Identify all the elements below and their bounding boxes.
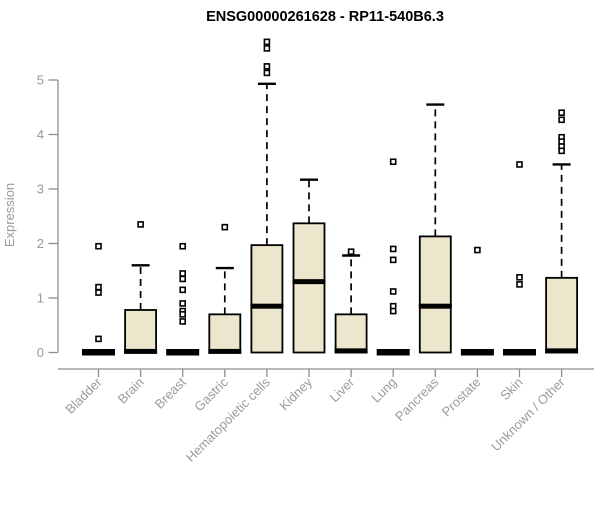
- iqr-box: [208, 313, 242, 354]
- outlier-point: [347, 248, 355, 255]
- x-category-label: Kidney: [276, 374, 315, 413]
- outlier-point: [558, 109, 565, 116]
- chart-title: ENSG00000261628 - RP11-540B6.3: [206, 9, 444, 25]
- outlier-point: [179, 275, 186, 283]
- outlier-point: [558, 116, 565, 124]
- outlier-point: [516, 273, 523, 281]
- median-line: [250, 303, 284, 309]
- median-line: [124, 348, 158, 354]
- collapsed-zero-bar: [166, 349, 200, 356]
- outlier-point: [263, 45, 271, 52]
- outlier-point: [179, 311, 186, 318]
- outlier-point: [179, 242, 186, 250]
- x-category-label: Prostate: [439, 375, 484, 420]
- median-line: [418, 303, 452, 309]
- y-tick-label: 2: [37, 236, 44, 251]
- iqr-box: [334, 313, 368, 354]
- outlier-point: [474, 246, 481, 254]
- iqr-box: [124, 309, 157, 354]
- outlier-point: [221, 223, 229, 231]
- outlier-point: [263, 69, 271, 77]
- median-line: [208, 348, 242, 354]
- outlier-point: [179, 270, 186, 277]
- iqr-box: [250, 244, 284, 354]
- iqr-box: [545, 276, 578, 354]
- outlier-point: [137, 221, 144, 228]
- y-tick-label: 1: [37, 291, 44, 306]
- median-line: [334, 348, 368, 354]
- y-axis-label: Expression: [2, 183, 17, 247]
- x-category-label: Pancreas: [392, 374, 442, 424]
- iqr-box: [418, 235, 452, 354]
- outlier-point: [179, 300, 186, 307]
- x-category-label: Bladder: [62, 374, 105, 417]
- iqr-box: [292, 222, 326, 354]
- y-tick-label: 5: [37, 73, 44, 88]
- outlier-point: [263, 38, 271, 46]
- outlier-point: [95, 335, 102, 343]
- outlier-point: [516, 281, 523, 288]
- collapsed-zero-bar: [503, 349, 536, 356]
- outlier-point: [558, 147, 565, 155]
- outlier-point: [389, 158, 397, 166]
- outlier-point: [179, 286, 186, 294]
- median-line: [545, 348, 579, 354]
- y-tick-label: 4: [37, 127, 44, 142]
- x-category-label: Breast: [152, 374, 189, 411]
- y-tick-label: 0: [37, 345, 44, 360]
- outlier-point: [389, 245, 397, 253]
- collapsed-zero-bar: [82, 349, 115, 356]
- outlier-point: [179, 318, 186, 325]
- x-category-label: Lung: [368, 375, 399, 406]
- outlier-point: [95, 283, 102, 291]
- collapsed-zero-bar: [460, 349, 494, 356]
- outlier-point: [389, 288, 397, 295]
- y-tick-label: 3: [37, 182, 44, 197]
- outlier-point: [95, 242, 102, 250]
- collapsed-zero-bar: [376, 349, 410, 356]
- x-category-label: Gastric: [191, 374, 231, 414]
- x-category-label: Brain: [115, 375, 147, 407]
- median-line: [292, 279, 326, 285]
- x-category-label: Skin: [497, 375, 525, 403]
- outlier-point: [389, 307, 397, 315]
- outlier-point: [516, 161, 523, 168]
- outlier-point: [389, 256, 397, 264]
- outlier-point: [95, 289, 102, 296]
- outlier-point: [263, 63, 271, 70]
- x-category-label: Liver: [327, 374, 358, 405]
- x-category-label: Unknown / Other: [488, 374, 568, 454]
